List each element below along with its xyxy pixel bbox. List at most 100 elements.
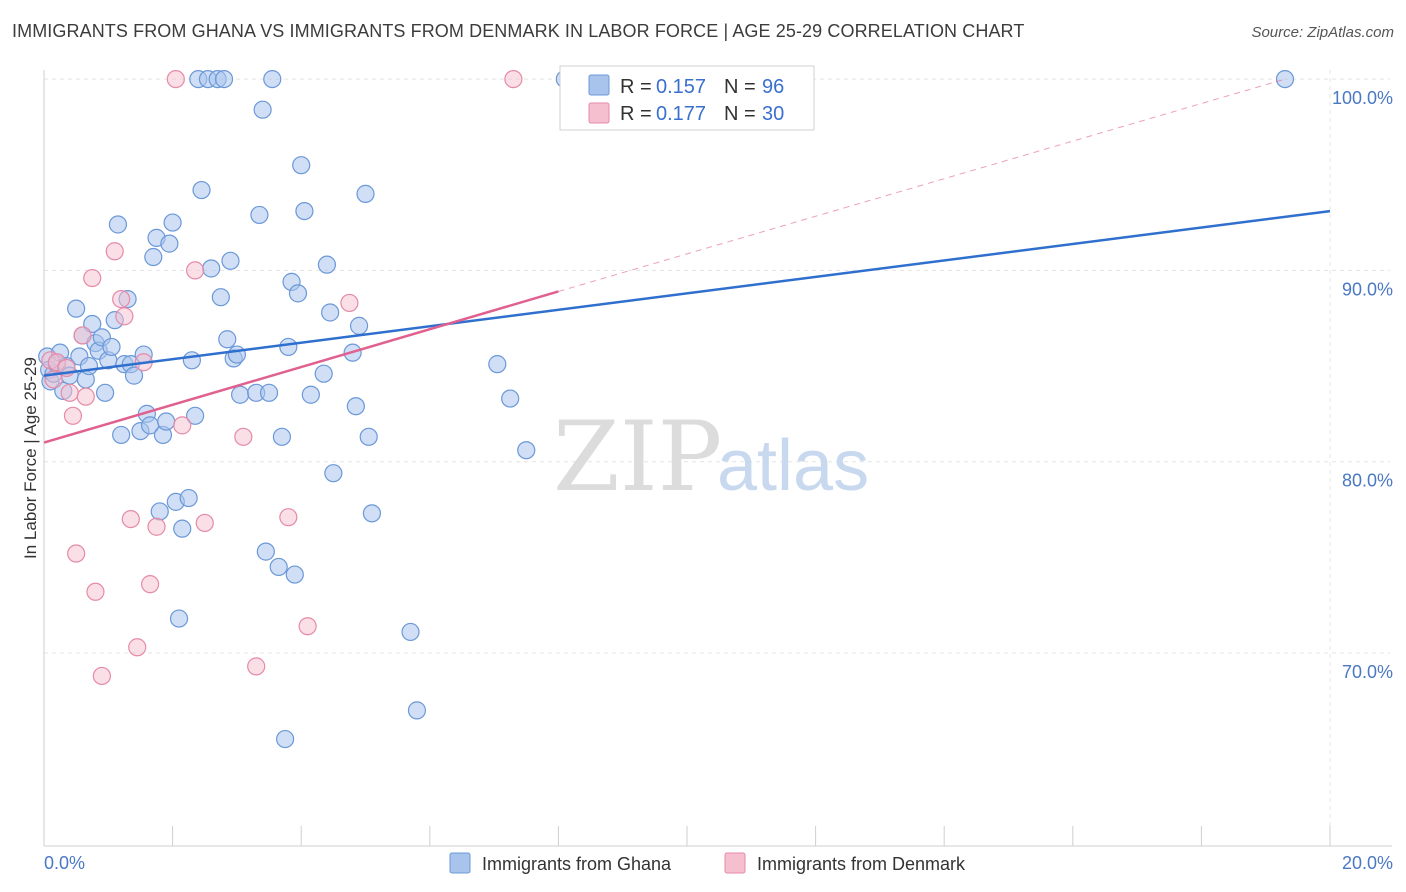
point-denmark-22: [186, 261, 205, 280]
point-denmark-7: [73, 326, 92, 345]
point-ghana-59: [253, 100, 272, 119]
point-ghana-69: [288, 284, 308, 303]
point-ghana-70: [292, 156, 311, 175]
point-ghana-42: [179, 488, 198, 508]
bottom-legend-label-denmark: Immigrants from Denmark: [757, 854, 966, 874]
legend-r-value-ghana: 0.157: [656, 76, 706, 98]
point-ghana-65: [276, 729, 295, 749]
trend-lines: [43, 78, 1331, 444]
point-ghana-37: [160, 234, 179, 253]
point-ghana-62: [263, 69, 282, 89]
point-denmark-27: [298, 617, 317, 636]
point-ghana-44: [186, 406, 205, 425]
point-ghana-83: [401, 622, 420, 642]
point-denmark-20: [166, 69, 185, 89]
x-tick-labels: 0.0% 20.0%: [44, 853, 1393, 873]
point-ghana-78: [346, 397, 365, 416]
legend-n-label-denmark: N =: [724, 103, 756, 125]
point-ghana-20: [102, 337, 121, 357]
trend-line-ghana: [43, 209, 1331, 377]
point-denmark-24: [234, 427, 253, 446]
point-ghana-36: [157, 412, 176, 431]
legend-n-value-denmark: 30: [762, 103, 784, 125]
point-ghana-63: [269, 557, 288, 577]
chart-title: IMMIGRANTS FROM GHANA VS IMMIGRANTS FROM…: [12, 21, 1025, 41]
point-ghana-52: [218, 330, 237, 349]
legend: R = 0.157 N = 96 R = 0.177 N = 30: [559, 65, 815, 131]
legend-swatch-denmark: [588, 102, 610, 124]
point-denmark-25: [247, 657, 266, 676]
point-denmark-26: [279, 508, 298, 527]
point-denmark-15: [121, 509, 140, 529]
y-tick-label-2: 90.0%: [1342, 279, 1393, 299]
point-denmark-28: [340, 293, 359, 313]
point-denmark-11: [92, 666, 111, 686]
point-ghana-40: [169, 609, 189, 628]
point-ghana-22: [108, 215, 128, 234]
point-ghana-89: [1275, 69, 1295, 89]
point-ghana-64: [272, 427, 292, 446]
point-ghana-53: [221, 251, 240, 270]
point-ghana-80: [356, 184, 375, 203]
bottom-legend-swatch-ghana: [449, 852, 471, 874]
y-tick-label-3: 100.0%: [1332, 88, 1393, 108]
point-ghana-74: [317, 255, 337, 274]
point-ghana-34: [150, 502, 169, 521]
point-denmark-13: [112, 289, 131, 309]
point-ghana-86: [501, 389, 520, 408]
point-denmark-12: [105, 242, 124, 261]
point-ghana-56: [231, 385, 250, 404]
point-ghana-23: [112, 425, 131, 445]
point-ghana-71: [295, 201, 314, 221]
point-ghana-75: [321, 303, 340, 322]
legend-n-value-ghana: 96: [762, 76, 784, 98]
point-ghana-43: [182, 351, 201, 370]
point-ghana-55: [227, 345, 246, 364]
point-ghana-13: [79, 356, 99, 376]
point-ghana-87: [517, 441, 536, 460]
watermark: ZIP atlas: [553, 401, 869, 513]
legend-swatch-ghana: [588, 74, 610, 96]
trend-line-denmark-extension: [558, 78, 1286, 292]
axes: [43, 70, 1392, 847]
point-denmark-21: [173, 416, 192, 435]
point-ghana-61: [259, 383, 279, 402]
legend-r-label-denmark: R =: [620, 103, 652, 125]
point-denmark-10: [86, 582, 105, 601]
point-ghana-76: [324, 464, 343, 483]
x-tick-label-0: 0.0%: [44, 853, 85, 873]
bottom-legend-swatch-denmark: [724, 852, 746, 874]
point-denmark-8: [76, 387, 95, 406]
point-ghana-46: [192, 180, 211, 200]
source-credit: Source: ZipAtlas.com: [1251, 24, 1394, 41]
point-ghana-66: [279, 337, 298, 357]
point-denmark-19: [147, 517, 166, 536]
point-ghana-82: [362, 504, 382, 523]
point-denmark-9: [83, 268, 102, 288]
point-ghana-50: [211, 288, 230, 307]
point-ghana-48: [202, 259, 221, 278]
point-ghana-58: [250, 205, 269, 225]
point-ghana-60: [256, 542, 275, 561]
point-ghana-73: [314, 364, 333, 383]
y-axis-label: In Labor Force | Age 25-29: [21, 357, 40, 559]
point-ghana-72: [301, 385, 320, 404]
data-points: [38, 69, 1295, 749]
bottom-legend: Immigrants from Ghana Immigrants from De…: [449, 852, 966, 874]
point-ghana-81: [359, 427, 378, 446]
x-tick-label-1: 20.0%: [1342, 853, 1393, 873]
legend-n-label-ghana: N =: [724, 76, 756, 98]
point-ghana-38: [163, 213, 182, 232]
point-denmark-5: [63, 406, 83, 425]
point-denmark-18: [140, 575, 160, 594]
trend-line-denmark: [43, 290, 559, 444]
y-tick-labels: 70.0% 80.0% 90.0% 100.0%: [1332, 88, 1393, 682]
watermark-zip: ZIP: [553, 401, 722, 513]
watermark-atlas: atlas: [717, 426, 869, 506]
point-denmark-23: [195, 513, 214, 533]
point-ghana-27: [124, 366, 144, 385]
point-ghana-18: [95, 383, 115, 402]
point-denmark-29: [504, 69, 523, 89]
point-ghana-84: [407, 701, 427, 720]
